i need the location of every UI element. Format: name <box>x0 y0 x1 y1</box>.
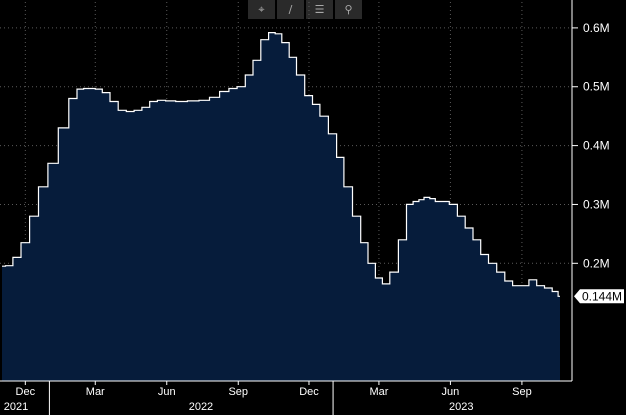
x-tick-label: Sep <box>512 386 532 398</box>
series-area-group <box>2 32 560 381</box>
series-line <box>2 32 560 297</box>
y-tick-label: 0.6M <box>583 21 610 35</box>
year-label: 2022 <box>189 401 213 413</box>
x-tick-label: Mar <box>369 386 388 398</box>
zoom-search-icon[interactable]: ⚲ <box>335 0 362 19</box>
year-label: 2021 <box>4 401 28 413</box>
year-label: 2023 <box>449 401 473 413</box>
x-tick-label: Jun <box>158 386 176 398</box>
legend-list-icon[interactable]: ☰ <box>306 0 333 19</box>
last-value-box <box>574 289 624 304</box>
x-tick-label: Mar <box>86 386 105 398</box>
y-tick-label: 0.5M <box>583 80 610 94</box>
y-tick-label: 0.2M <box>583 256 610 270</box>
y-tick-label: 0.4M <box>583 139 610 153</box>
y-tick-label: 0.3M <box>583 197 610 211</box>
draw-line-icon[interactable]: ∕ <box>277 0 304 19</box>
x-tick-label: Jun <box>442 386 460 398</box>
x-tick-label: Dec <box>299 386 319 398</box>
series-area <box>2 32 560 381</box>
x-tick-label: Dec <box>16 386 36 398</box>
chart-toolbar: ⌖ ∕ ☰ ⚲ <box>248 0 362 19</box>
crosshair-icon[interactable]: ⌖ <box>248 0 275 19</box>
x-tick-label: Sep <box>228 386 248 398</box>
last-value-tag: 0.144M <box>574 289 624 304</box>
last-value-label: 0.144M <box>582 289 622 303</box>
